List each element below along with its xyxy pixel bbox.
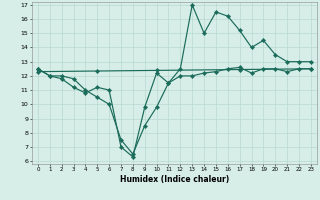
X-axis label: Humidex (Indice chaleur): Humidex (Indice chaleur) [120, 175, 229, 184]
